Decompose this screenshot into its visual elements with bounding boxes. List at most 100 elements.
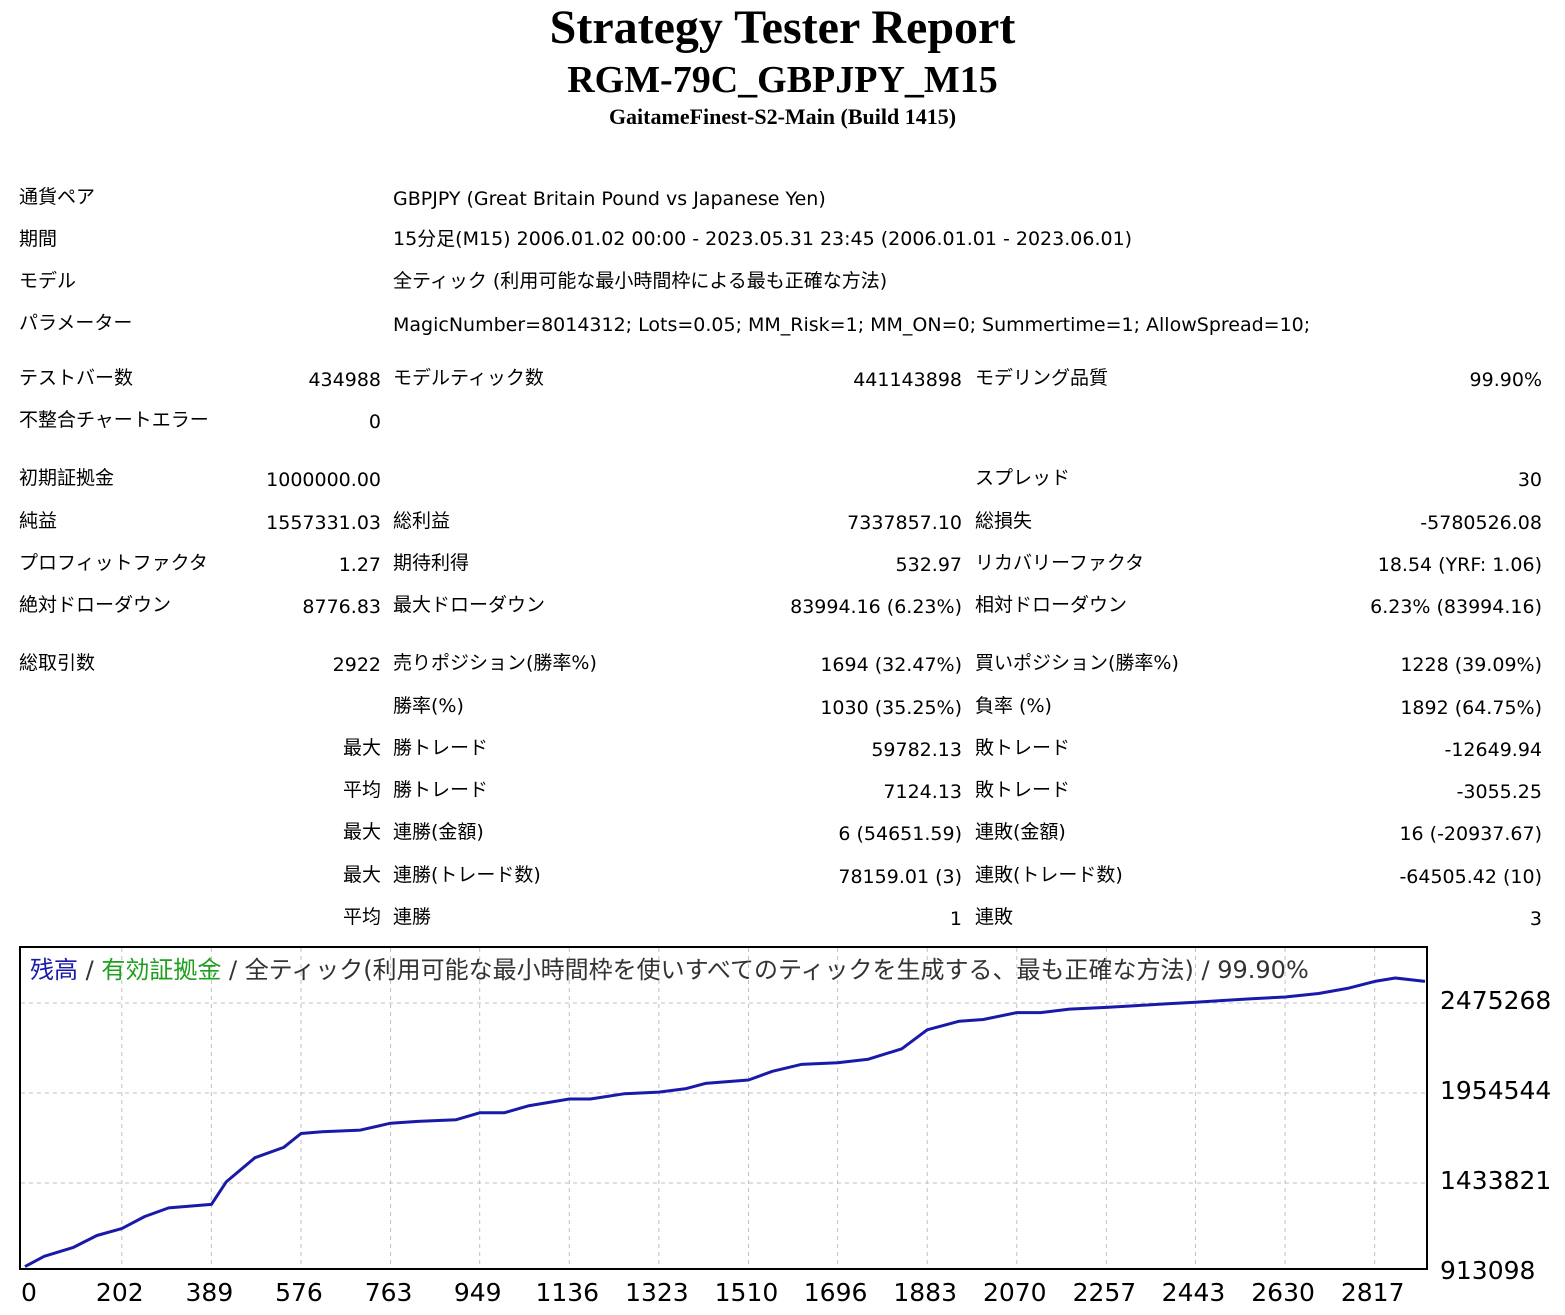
loss-pct-value: 1892 (64.75%) <box>1400 697 1542 719</box>
x-tick-label: 2630 <box>1251 1278 1315 1307</box>
period-value: 15分足(M15) 2006.01.02 00:00 - 2023.05.31 … <box>393 228 1133 250</box>
y-tick-label: 1433821 <box>1440 1166 1552 1195</box>
mismatch-value: 0 <box>368 411 381 433</box>
avg-consec-losses-value: 3 <box>1529 908 1542 930</box>
consec-losses-money-value: 16 (-20937.67) <box>1399 823 1542 845</box>
avg-consec-wins-label: 連勝 <box>393 906 432 928</box>
max-win-value: 59782.13 <box>871 739 962 761</box>
consec-losses-count-value: -64505.42 (10) <box>1399 866 1542 888</box>
payoff-label: 期待利得 <box>393 552 470 574</box>
short-label: 売りポジション(勝率%) <box>393 652 597 674</box>
net-label: 純益 <box>19 510 58 532</box>
model-label: モデル <box>19 270 77 292</box>
gross-loss-value: -5780526.08 <box>1420 512 1542 534</box>
trades-value: 2922 <box>332 654 381 676</box>
deposit-label: 初期証拠金 <box>19 467 115 489</box>
trades-label: 総取引数 <box>19 652 96 674</box>
y-tick-label: 2475268 <box>1440 986 1552 1015</box>
balance-chart <box>19 946 1428 1270</box>
avg-loss-value: -3055.25 <box>1456 781 1542 803</box>
report-subtitle: RGM-79C_GBPJPY_M15 <box>567 59 998 101</box>
x-tick-label: 2257 <box>1072 1278 1137 1307</box>
x-tick-label: 202 <box>95 1278 144 1307</box>
pf-label: プロフィットファクタ <box>19 552 208 574</box>
x-tick-label: 1136 <box>535 1278 600 1307</box>
avg-win-value: 7124.13 <box>883 781 962 803</box>
rf-label: リカバリーファクタ <box>975 552 1145 574</box>
report-title: Strategy Tester Report <box>549 1 1016 54</box>
x-tick-label: 389 <box>185 1278 234 1307</box>
consec-wins-money-value: 6 (54651.59) <box>838 823 962 845</box>
avg-consec-losses-label: 連敗 <box>975 906 1014 928</box>
gross-loss-label: 総損失 <box>975 510 1033 532</box>
payoff-value: 532.97 <box>895 554 962 576</box>
max-loss-label: 敗トレード <box>975 737 1071 759</box>
deposit-value: 1000000.00 <box>266 469 381 491</box>
x-tick-label: 2070 <box>982 1278 1047 1307</box>
avg-consec-wins-value: 1 <box>949 908 962 930</box>
period-label: 期間 <box>19 228 58 250</box>
rf-value: 18.54 (YRF: 1.06) <box>1377 554 1542 576</box>
pf-value: 1.27 <box>338 554 381 576</box>
max-dd-value: 83994.16 (6.23%) <box>790 596 962 618</box>
x-tick-label: 1883 <box>893 1278 957 1307</box>
x-tick-label: 2443 <box>1161 1278 1226 1307</box>
model-value: 全ティック (利用可能な最小時間枠による最も正確な方法) <box>393 270 888 292</box>
gross-profit-value: 7337857.10 <box>847 512 962 534</box>
x-tick-label: 1510 <box>714 1278 779 1307</box>
ticks-value: 441143898 <box>853 369 962 391</box>
quality-value: 99.90% <box>1469 369 1542 391</box>
legend-equity: 有効証拠金 <box>101 956 222 984</box>
short-value: 1694 (32.47%) <box>820 654 962 676</box>
x-tick-label: 763 <box>364 1278 413 1307</box>
pair-label: 通貨ペア <box>19 186 96 208</box>
consec-wins-money-label: 連勝(金額) <box>393 821 484 843</box>
max-prefix: 最大 <box>342 821 381 843</box>
consec-losses-money-label: 連敗(金額) <box>975 821 1066 843</box>
params-label: パラメーター <box>19 312 133 334</box>
max-win-label: 勝トレード <box>393 737 489 759</box>
balance-chart-svg <box>21 948 1426 1268</box>
avg-prefix: 平均 <box>342 906 381 928</box>
chart-legend: 残高 / 有効証拠金 / 全ティック(利用可能な最小時間枠を使いすべてのティック… <box>30 954 1309 986</box>
mismatch-label: 不整合チャートエラー <box>19 409 209 431</box>
consec-wins-count-value: 78159.01 (3) <box>838 866 962 888</box>
report-build: GaitameFinest-S2-Main (Build 1415) <box>608 104 957 129</box>
y-tick-label: 1954544 <box>1440 1076 1552 1105</box>
gross-profit-label: 総利益 <box>393 510 451 532</box>
loss-pct-label: 負率 (%) <box>975 695 1052 717</box>
avg-win-label: 勝トレード <box>393 779 489 801</box>
max-dd-label: 最大ドローダウン <box>393 594 546 616</box>
consec-wins-count-label: 連勝(トレード数) <box>393 864 541 886</box>
legend-description: / 全ティック(利用可能な最小時間枠を使いすべてのティックを生成する、最も正確な… <box>221 956 1309 984</box>
x-tick-label: 949 <box>453 1278 502 1307</box>
long-label: 買いポジション(勝率%) <box>975 652 1179 674</box>
consec-losses-count-label: 連敗(トレード数) <box>975 864 1123 886</box>
net-value: 1557331.03 <box>266 512 381 534</box>
max-prefix: 最大 <box>342 737 381 759</box>
rel-dd-label: 相対ドローダウン <box>975 594 1128 616</box>
x-tick-label: 0 <box>21 1278 37 1307</box>
ticks-label: モデルティック数 <box>393 367 544 389</box>
legend-balance: 残高 <box>30 956 78 984</box>
quality-label: モデリング品質 <box>975 367 1109 389</box>
abs-dd-label: 絶対ドローダウン <box>19 594 172 616</box>
spread-label: スプレッド <box>975 467 1071 489</box>
x-tick-label: 576 <box>275 1278 323 1307</box>
pair-value: GBPJPY (Great Britain Pound vs Japanese … <box>393 188 826 210</box>
params-value: MagicNumber=8014312; Lots=0.05; MM_Risk=… <box>393 314 1311 336</box>
spread-value: 30 <box>1517 469 1542 491</box>
x-tick-label: 1323 <box>625 1278 689 1307</box>
y-tick-label: 913098 <box>1440 1256 1536 1285</box>
x-tick-label: 2817 <box>1340 1278 1405 1307</box>
avg-loss-label: 敗トレード <box>975 779 1071 801</box>
rel-dd-value: 6.23% (83994.16) <box>1370 596 1542 618</box>
bars-value: 434988 <box>308 369 381 391</box>
win-pct-value: 1030 (35.25%) <box>820 697 962 719</box>
win-pct-label: 勝率(%) <box>393 695 464 717</box>
abs-dd-value: 8776.83 <box>302 596 381 618</box>
legend-separator: / <box>78 956 102 984</box>
max-prefix: 最大 <box>342 864 381 886</box>
avg-prefix: 平均 <box>342 779 381 801</box>
max-loss-value: -12649.94 <box>1444 739 1542 761</box>
